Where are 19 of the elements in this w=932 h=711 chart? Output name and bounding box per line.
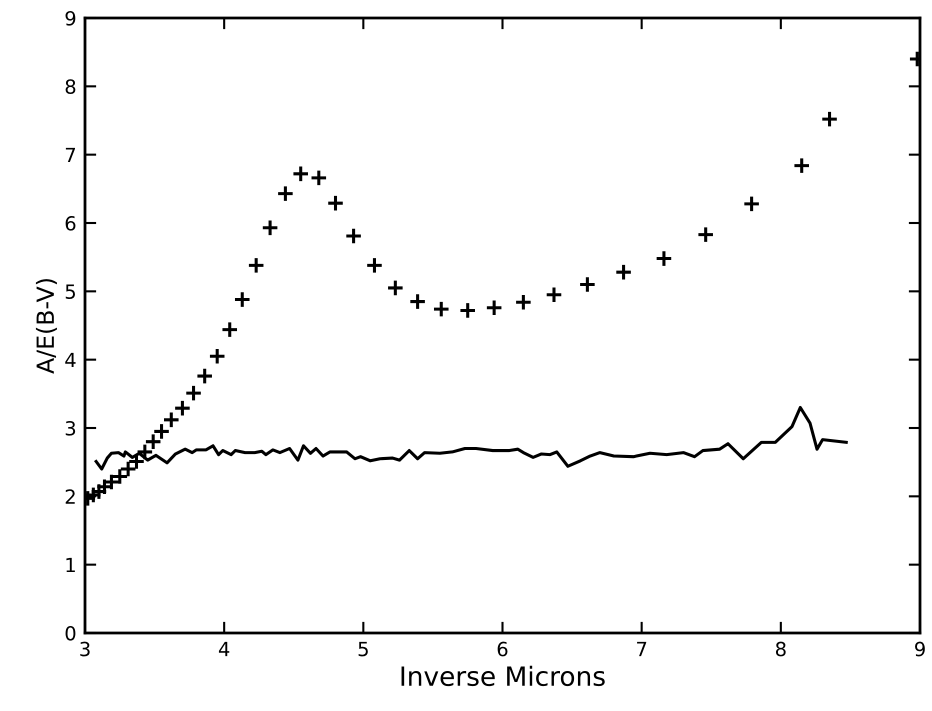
x-tick-label: 7 <box>637 642 646 656</box>
y-tick-label: 1 <box>66 558 75 572</box>
y-tick-label: 0 <box>66 626 76 641</box>
y-tick-label: 9 <box>66 10 76 26</box>
y-tick-label: 2 <box>66 489 75 504</box>
x-tick-label: 4 <box>218 642 230 656</box>
x-tick-label: 5 <box>358 642 368 656</box>
x-tick-label: 9 <box>915 642 925 656</box>
x-tick-label: 8 <box>776 642 786 656</box>
x-tick-label: 6 <box>498 642 508 656</box>
y-tick-label: 8 <box>66 79 76 94</box>
y-axis-title: A/E(B-V) <box>36 279 57 374</box>
y-tick-label: 6 <box>66 216 76 231</box>
x-axis-title: Inverse Microns <box>402 666 605 686</box>
y-tick-label: 3 <box>66 420 76 436</box>
y-tick-label: 5 <box>66 284 75 299</box>
x-tick-label: 3 <box>80 642 90 656</box>
y-tick-label: 7 <box>66 148 76 162</box>
y-tick-label: 4 <box>65 352 76 368</box>
